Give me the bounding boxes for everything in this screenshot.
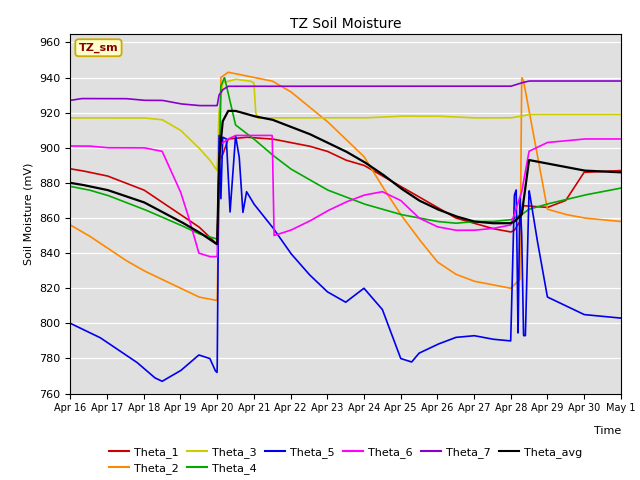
Legend: Theta_1, Theta_2, Theta_3, Theta_4, Theta_5, Theta_6, Theta_7, Theta_avg: Theta_1, Theta_2, Theta_3, Theta_4, Thet… xyxy=(105,443,586,479)
Title: TZ Soil Moisture: TZ Soil Moisture xyxy=(290,17,401,31)
Text: TZ_sm: TZ_sm xyxy=(79,43,118,53)
Y-axis label: Soil Moisture (mV): Soil Moisture (mV) xyxy=(24,162,34,265)
Text: Time: Time xyxy=(593,426,621,436)
